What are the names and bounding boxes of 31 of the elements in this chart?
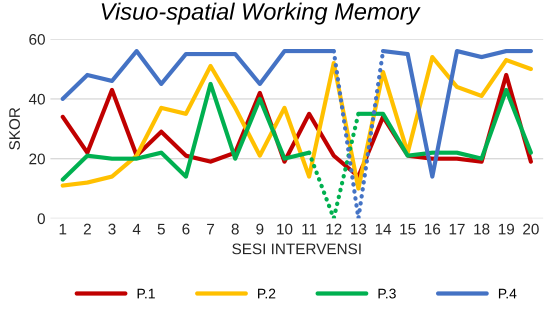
- x-tick-label: 7: [207, 224, 214, 234]
- x-tick-label: 1: [60, 224, 66, 234]
- x-tick-label: 6: [182, 224, 190, 235]
- legend-label: P.4: [498, 288, 516, 298]
- x-tick-label: 4: [132, 224, 140, 234]
- x-tick-label: 20: [523, 224, 539, 235]
- x-tick-label: 9: [256, 224, 264, 235]
- x-tick-label: 10: [277, 224, 292, 235]
- legend-label: P.3: [378, 288, 396, 298]
- x-tick-label: 17: [450, 224, 465, 234]
- y-tick-label: 60: [29, 34, 45, 45]
- x-tick-label: 18: [474, 224, 490, 235]
- legend-label: P.1: [138, 288, 155, 298]
- x-tick-label: 2: [84, 224, 91, 234]
- x-tick-label: 12: [326, 224, 342, 234]
- legend-label: P.2: [258, 288, 276, 298]
- x-tick-label: 11: [302, 224, 316, 234]
- chart-title: Visuo-spatial Working Memory: [102, 2, 421, 25]
- x-tick-label: 3: [108, 224, 116, 235]
- x-tick-label: 5: [158, 224, 165, 235]
- x-tick-label: 13: [351, 224, 366, 235]
- y-tick-label: 40: [28, 94, 45, 105]
- x-tick-label: 8: [232, 224, 239, 235]
- x-tick-label: 19: [498, 224, 514, 235]
- x-axis-title: SESI INTERVENSI: [232, 243, 361, 254]
- y-tick-label: 20: [29, 154, 45, 164]
- x-tick-label: 14: [376, 224, 392, 234]
- y-tick-label: 0: [38, 213, 45, 224]
- y-axis-title: SKOR: [9, 108, 20, 150]
- x-tick-label: 16: [424, 224, 440, 235]
- x-tick-label: 15: [400, 224, 416, 235]
